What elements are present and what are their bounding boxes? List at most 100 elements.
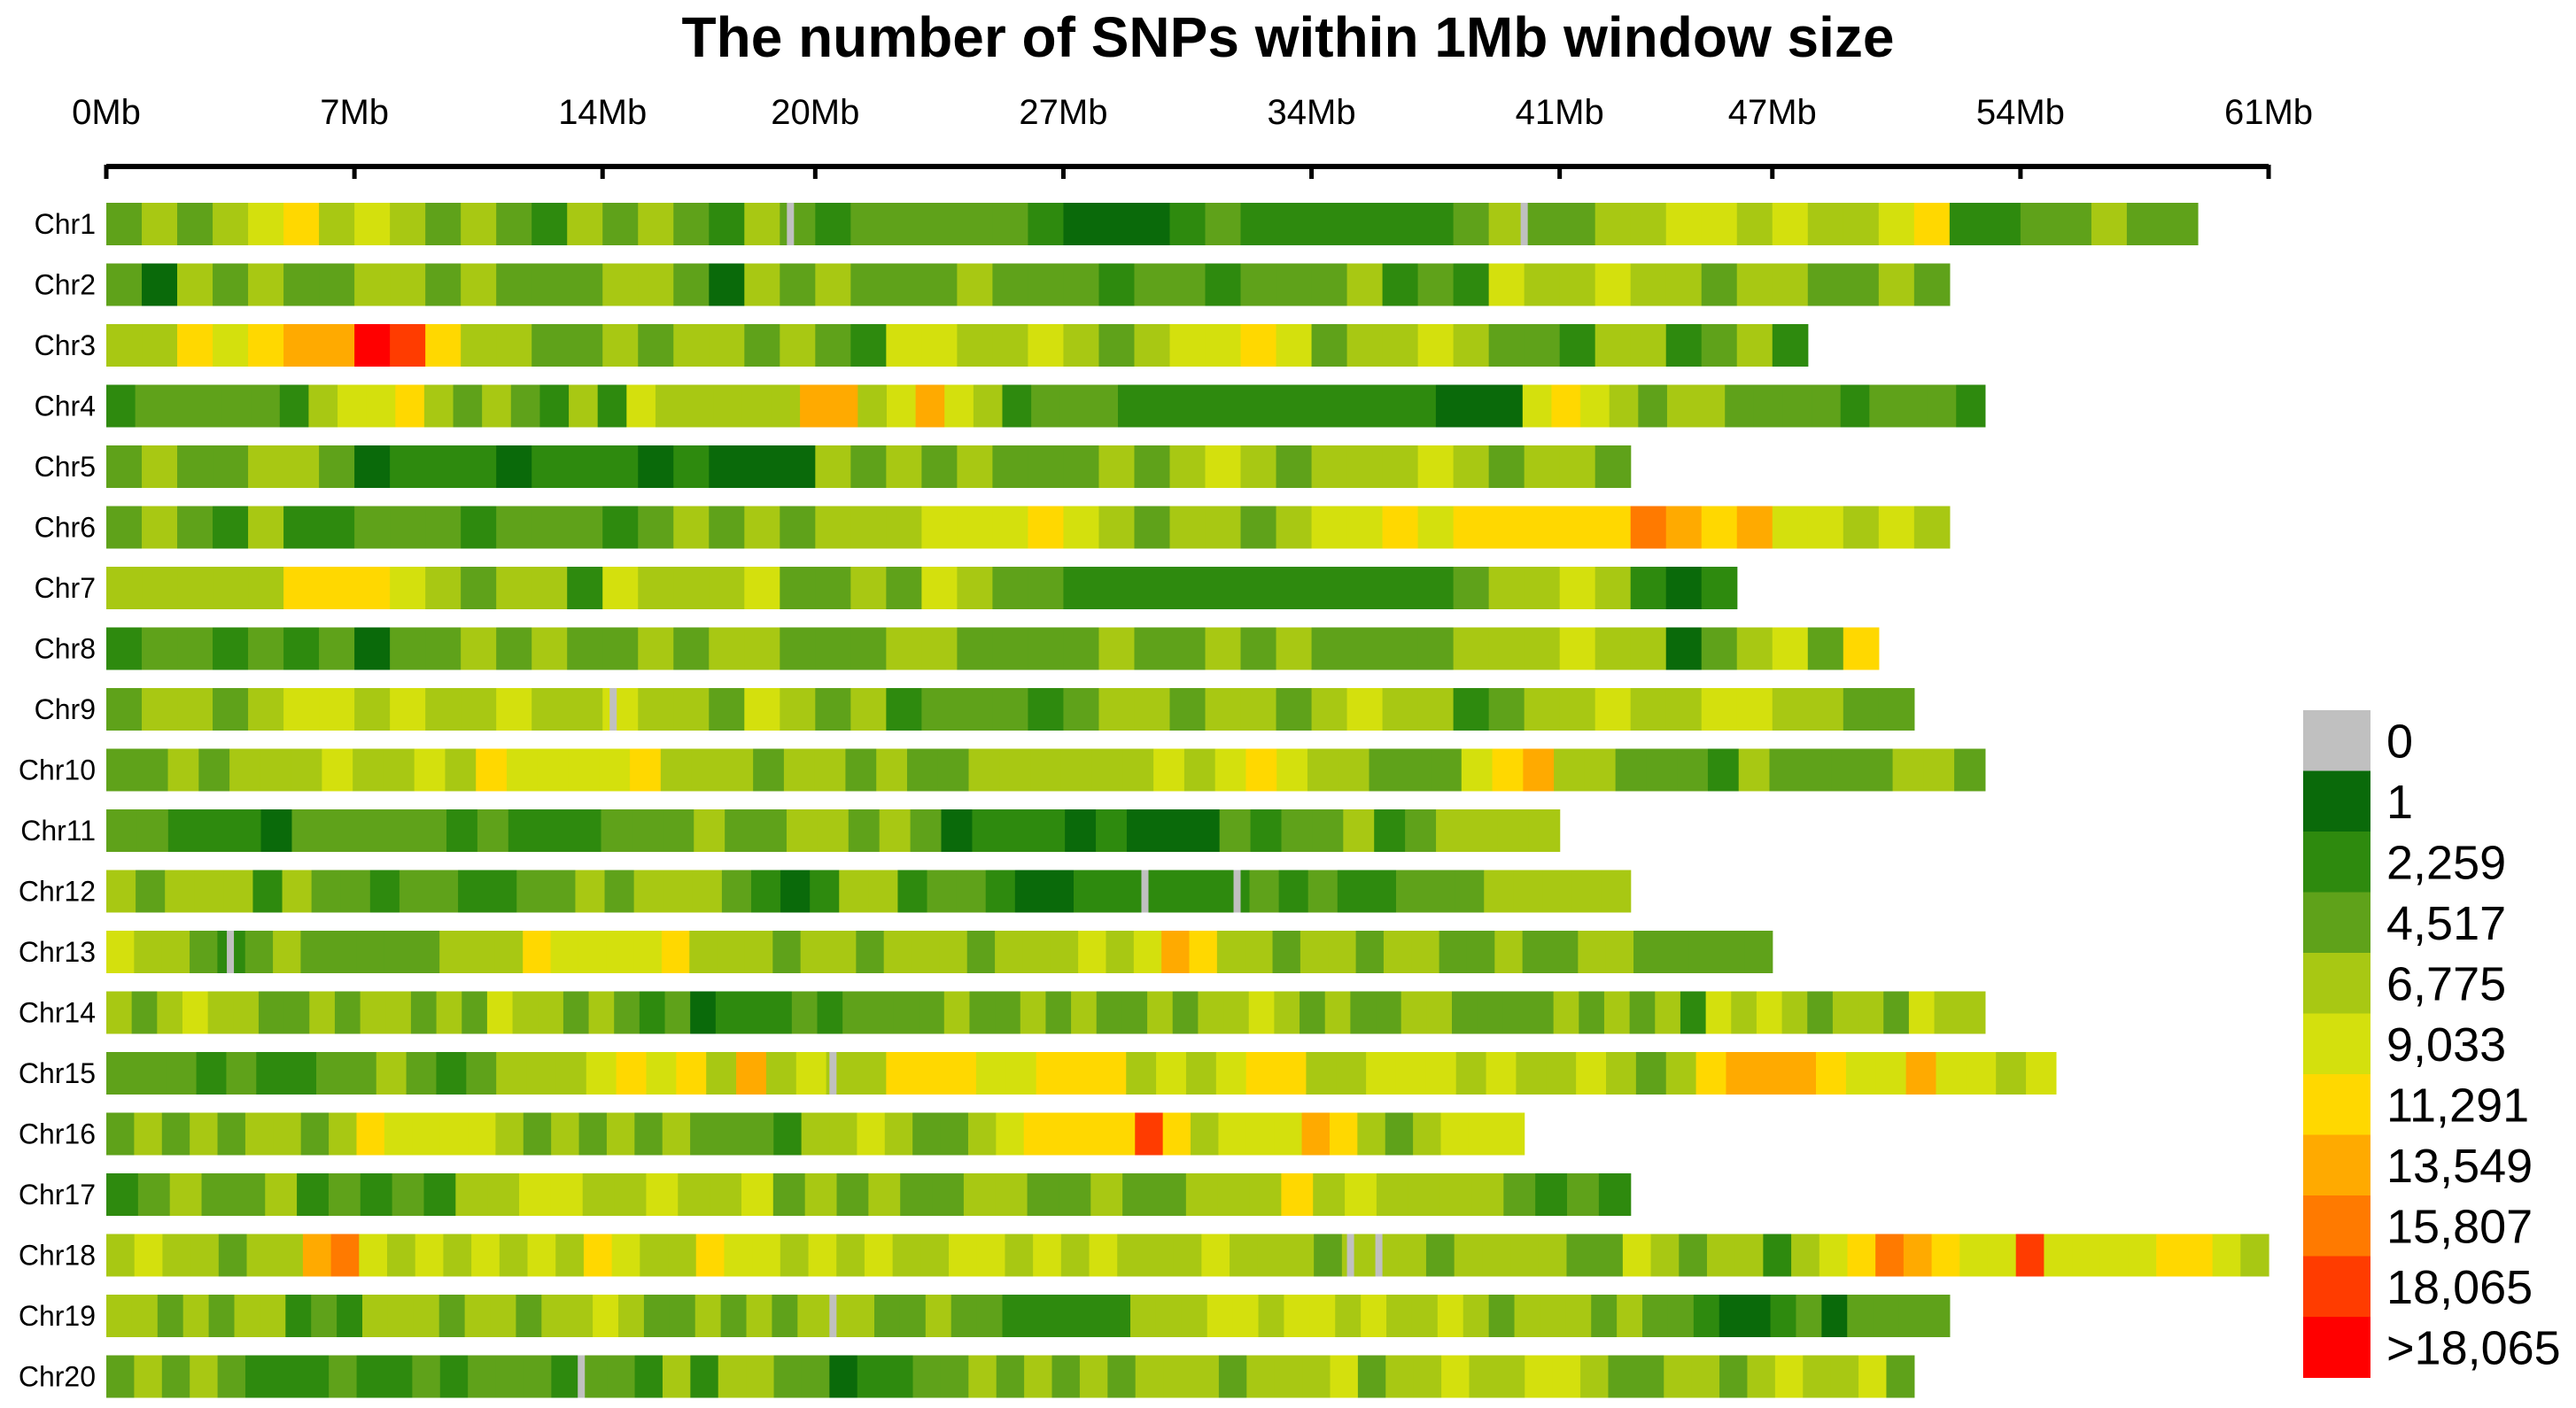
snp-window-cell — [248, 263, 284, 306]
snp-window-cell — [632, 809, 663, 852]
snp-window-cell — [328, 1173, 361, 1216]
snp-window-cell — [213, 567, 249, 609]
snp-window-cell — [1156, 1052, 1187, 1095]
snp-window-cell — [1934, 991, 1960, 1034]
snp-window-cell — [446, 809, 478, 852]
snp-window-cell — [1014, 870, 1045, 913]
snp-window-cell — [817, 991, 843, 1034]
snp-window-cell — [1559, 445, 1596, 488]
snp-window-cell — [1134, 688, 1171, 731]
snp-window-cell — [1665, 203, 1703, 245]
snp-window-cell — [744, 688, 780, 731]
snp-window-cell — [1635, 1052, 1667, 1095]
snp-window-cell — [1126, 809, 1159, 852]
chromosome-row-chr1: Chr1 — [35, 203, 2199, 245]
snp-window-cell — [1249, 1173, 1282, 1216]
snp-window-cell — [1346, 567, 1384, 609]
snp-window-cell — [717, 931, 746, 973]
snp-window-cell — [425, 203, 462, 245]
snp-window-cell — [744, 931, 773, 973]
snp-window-cell — [1747, 1355, 1776, 1398]
snp-window-cell — [916, 1052, 947, 1095]
legend-label: 11,291 — [2386, 1079, 2529, 1132]
snp-window-cell — [1633, 931, 1662, 973]
snp-window-cell — [1383, 931, 1412, 973]
chromosome-row-chr9: Chr9 — [35, 688, 1915, 731]
snp-window-cell — [1276, 567, 1313, 609]
snp-window-cell — [1803, 1355, 1832, 1398]
snp-window-cell — [892, 1234, 921, 1277]
snp-window-cell — [1546, 1052, 1577, 1095]
legend-label: 18,065 — [2386, 1261, 2533, 1314]
snp-window-cell — [815, 263, 851, 306]
snp-window-cell — [436, 991, 462, 1034]
snp-window-cell — [985, 870, 1016, 913]
snp-window-cell — [106, 931, 135, 973]
snp-window-cell — [2212, 1234, 2241, 1277]
snp-window-cell — [1051, 1112, 1081, 1156]
snp-window-cell — [1382, 263, 1419, 306]
snp-window-cell — [1219, 809, 1252, 852]
snp-window-cell — [531, 688, 568, 731]
legend-swatch — [2303, 1317, 2370, 1378]
snp-window-cell — [1217, 1173, 1251, 1216]
snp-window-cell — [1063, 203, 1100, 245]
snp-window-cell — [614, 991, 640, 1034]
snp-window-cell — [850, 445, 887, 488]
snp-window-cell — [256, 1052, 287, 1095]
snp-window-cell — [1030, 748, 1062, 792]
snp-window-cell — [2072, 1234, 2101, 1277]
snp-window-cell — [1726, 1052, 1757, 1095]
snp-window-cell — [1098, 263, 1136, 306]
chromosome-label: Chr10 — [19, 754, 96, 786]
snp-window-cell — [1468, 1112, 1497, 1156]
snp-window-cell — [1028, 203, 1065, 245]
snp-window-cell — [360, 991, 386, 1034]
snp-window-cell — [1341, 1234, 1371, 1277]
snp-window-cell — [662, 1355, 691, 1398]
legend-swatch — [2303, 832, 2370, 893]
snp-window-cell — [1218, 1112, 1247, 1156]
snp-window-cell — [182, 991, 209, 1034]
snp-window-cell — [508, 809, 540, 852]
snp-window-cell — [1488, 1295, 1516, 1337]
chromosome-label: Chr13 — [19, 936, 96, 968]
snp-window-cell — [1800, 748, 1832, 792]
snp-window-cell — [1455, 870, 1485, 913]
snp-window-cell — [1464, 384, 1494, 428]
chromosome-label: Chr6 — [35, 512, 96, 544]
snp-window-cell — [279, 384, 309, 428]
legend-label: 4,517 — [2386, 897, 2506, 950]
snp-window-cell — [387, 1234, 416, 1277]
snp-window-cell — [1782, 384, 1812, 428]
snp-window-cell — [248, 688, 284, 731]
snp-window-cell — [660, 748, 693, 792]
snp-window-cell — [494, 931, 524, 973]
snp-window-cell — [1343, 809, 1375, 852]
snp-window-cell — [1306, 1052, 1337, 1095]
snp-window-cell — [1886, 1355, 1915, 1398]
snp-window-cell — [1146, 384, 1176, 428]
snp-window-cell — [897, 870, 928, 913]
legend-label: 13,549 — [2386, 1140, 2533, 1193]
snp-window-cell — [1664, 1355, 1693, 1398]
snp-window-cell — [1923, 748, 1955, 792]
chromosome-row-chr10: Chr10 — [19, 748, 1986, 792]
snp-window-cell — [196, 1052, 228, 1095]
snp-window-cell — [563, 991, 590, 1034]
snp-window-cell — [815, 445, 851, 488]
snp-window-cell — [673, 627, 710, 670]
snp-window-cell — [1096, 1052, 1127, 1095]
snp-window-cell — [106, 1112, 135, 1156]
snp-window-cell — [995, 991, 1021, 1034]
snp-window-cell — [1540, 1295, 1566, 1337]
snp-window-cell — [390, 688, 426, 731]
snp-window-gap — [609, 688, 617, 731]
snp-window-cell — [1719, 1355, 1749, 1398]
snp-window-cell — [1096, 991, 1123, 1034]
snp-window-cell — [429, 870, 459, 913]
snp-window-cell — [410, 991, 438, 1034]
snp-window-cell — [567, 203, 603, 245]
snp-window-cell — [190, 931, 218, 973]
snp-window-cell — [1144, 1234, 1175, 1277]
